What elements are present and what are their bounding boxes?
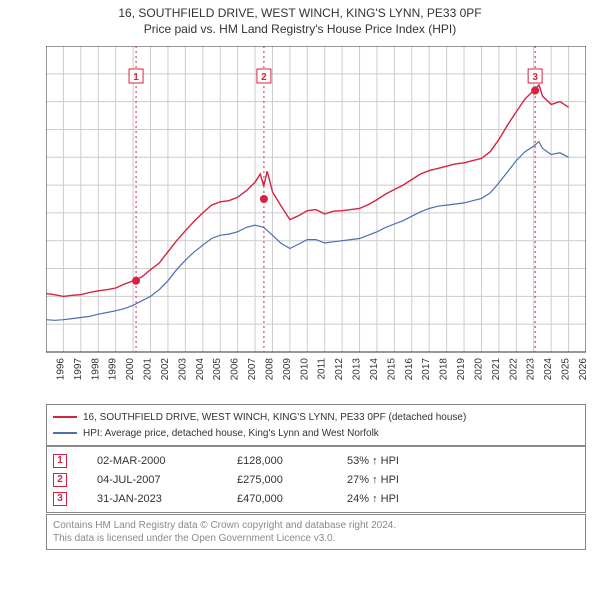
svg-text:2000: 2000 [125,358,136,381]
marker-badge-icon: 3 [53,492,67,506]
marker-pct: 27% ↑ HPI [347,474,447,486]
legend-label: 16, SOUTHFIELD DRIVE, WEST WINCH, KING'S… [83,412,466,423]
svg-text:2: 2 [261,72,267,83]
marker-price: £470,000 [237,493,317,505]
legend-item: 16, SOUTHFIELD DRIVE, WEST WINCH, KING'S… [53,409,579,425]
svg-text:1996: 1996 [55,358,66,381]
title-address: 16, SOUTHFIELD DRIVE, WEST WINCH, KING'S… [0,6,600,20]
svg-text:2024: 2024 [543,358,554,381]
chart-svg: 123£0£50K£100K£150K£200K£250K£300K£350K£… [46,46,586,396]
svg-text:2018: 2018 [439,358,450,381]
marker-badge-icon: 2 [53,473,67,487]
svg-text:1999: 1999 [108,358,119,381]
svg-text:2013: 2013 [352,358,363,381]
svg-text:1995: 1995 [46,358,49,381]
figure-container: 16, SOUTHFIELD DRIVE, WEST WINCH, KING'S… [0,0,600,590]
table-row: 1 02-MAR-2000 £128,000 53% ↑ HPI [53,451,579,470]
svg-text:2005: 2005 [212,358,223,381]
svg-text:2007: 2007 [247,358,258,381]
svg-text:1998: 1998 [90,358,101,381]
svg-text:2016: 2016 [404,358,415,381]
svg-text:2019: 2019 [456,358,467,381]
table-row: 3 31-JAN-2023 £470,000 24% ↑ HPI [53,489,579,508]
legend-label: HPI: Average price, detached house, King… [83,428,379,439]
svg-text:1997: 1997 [73,358,84,381]
svg-text:2001: 2001 [143,358,154,381]
svg-text:2012: 2012 [334,358,345,381]
svg-text:2014: 2014 [369,358,380,381]
svg-text:2023: 2023 [526,358,537,381]
chart-titles: 16, SOUTHFIELD DRIVE, WEST WINCH, KING'S… [0,0,600,36]
svg-text:2020: 2020 [473,358,484,381]
title-subtitle: Price paid vs. HM Land Registry's House … [0,22,600,36]
svg-text:2017: 2017 [421,358,432,381]
marker-price: £275,000 [237,474,317,486]
legend: 16, SOUTHFIELD DRIVE, WEST WINCH, KING'S… [46,404,586,446]
svg-text:1: 1 [133,72,139,83]
svg-text:2002: 2002 [160,358,171,381]
marker-pct: 24% ↑ HPI [347,493,447,505]
svg-text:2008: 2008 [264,358,275,381]
svg-text:2009: 2009 [282,358,293,381]
svg-text:2022: 2022 [508,358,519,381]
legend-item: HPI: Average price, detached house, King… [53,425,579,441]
svg-text:2003: 2003 [177,358,188,381]
svg-text:2004: 2004 [195,358,206,381]
legend-swatch-1 [53,416,77,418]
credits-line: Contains HM Land Registry data © Crown c… [53,519,579,532]
marker-pct: 53% ↑ HPI [347,455,447,467]
marker-date: 04-JUL-2007 [97,474,207,486]
marker-price: £128,000 [237,455,317,467]
svg-text:3: 3 [532,72,538,83]
marker-date: 02-MAR-2000 [97,455,207,467]
svg-text:2021: 2021 [491,358,502,381]
svg-text:2026: 2026 [578,358,586,381]
credits: Contains HM Land Registry data © Crown c… [46,514,586,550]
svg-text:2025: 2025 [561,358,572,381]
marker-badge-icon: 1 [53,454,67,468]
svg-text:2006: 2006 [230,358,241,381]
marker-table: 1 02-MAR-2000 £128,000 53% ↑ HPI 2 04-JU… [46,446,586,513]
svg-text:2010: 2010 [299,358,310,381]
svg-text:2011: 2011 [317,358,328,380]
legend-swatch-2 [53,432,77,434]
table-row: 2 04-JUL-2007 £275,000 27% ↑ HPI [53,470,579,489]
svg-text:2015: 2015 [386,358,397,381]
credits-line: This data is licensed under the Open Gov… [53,532,579,545]
chart-area: 123£0£50K£100K£150K£200K£250K£300K£350K£… [46,46,586,396]
marker-date: 31-JAN-2023 [97,493,207,505]
